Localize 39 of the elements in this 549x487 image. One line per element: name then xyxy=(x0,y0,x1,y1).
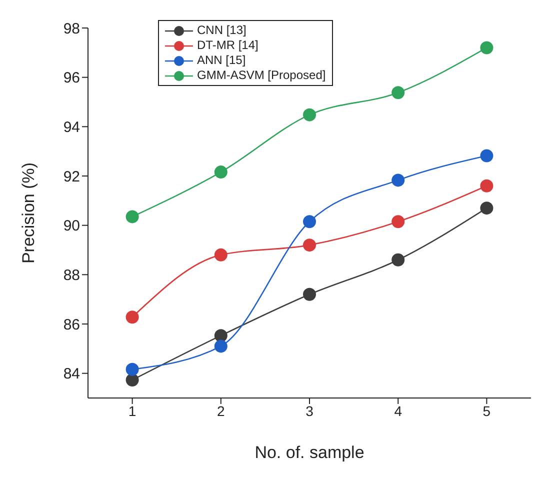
x-tick-label: 2 xyxy=(217,402,225,419)
y-tick-label: 94 xyxy=(63,118,80,136)
x-tick-label: 4 xyxy=(394,402,402,419)
y-tick-label: 96 xyxy=(63,70,80,87)
point xyxy=(392,215,405,228)
y-tick-label: 98 xyxy=(63,20,80,38)
legend-label: ANN [15] xyxy=(197,53,246,68)
point xyxy=(303,238,316,252)
point xyxy=(392,174,405,187)
legend-label: CNN [13] xyxy=(197,23,246,38)
point xyxy=(480,202,494,215)
point xyxy=(303,288,316,301)
y-tick-label: 84 xyxy=(63,366,80,383)
x-tick-label: 1 xyxy=(128,402,136,419)
point xyxy=(126,362,139,376)
x-tick-label: 5 xyxy=(482,402,491,419)
point xyxy=(126,310,139,324)
y-tick-label: 88 xyxy=(63,266,80,284)
point xyxy=(214,329,228,342)
point xyxy=(480,179,494,192)
y-axis-title: Precision (%) xyxy=(19,162,38,264)
point xyxy=(214,340,228,353)
point xyxy=(480,149,494,162)
point xyxy=(392,253,405,266)
x-tick-label: 3 xyxy=(306,402,314,419)
legend-label: DT-MR [14] xyxy=(197,38,258,53)
legend-label: GMM-ASVM [Proposed] xyxy=(197,68,326,83)
point xyxy=(392,86,405,100)
y-tick-label: 90 xyxy=(63,218,80,235)
point xyxy=(480,41,494,54)
point xyxy=(303,215,316,228)
y-tick-label: 86 xyxy=(63,316,80,334)
y-tick-label: 92 xyxy=(63,168,80,186)
point xyxy=(214,166,228,179)
point xyxy=(126,210,139,224)
point xyxy=(214,248,228,262)
point xyxy=(303,108,316,122)
point xyxy=(126,373,139,386)
x-axis-title: No. of. sample xyxy=(254,443,364,462)
